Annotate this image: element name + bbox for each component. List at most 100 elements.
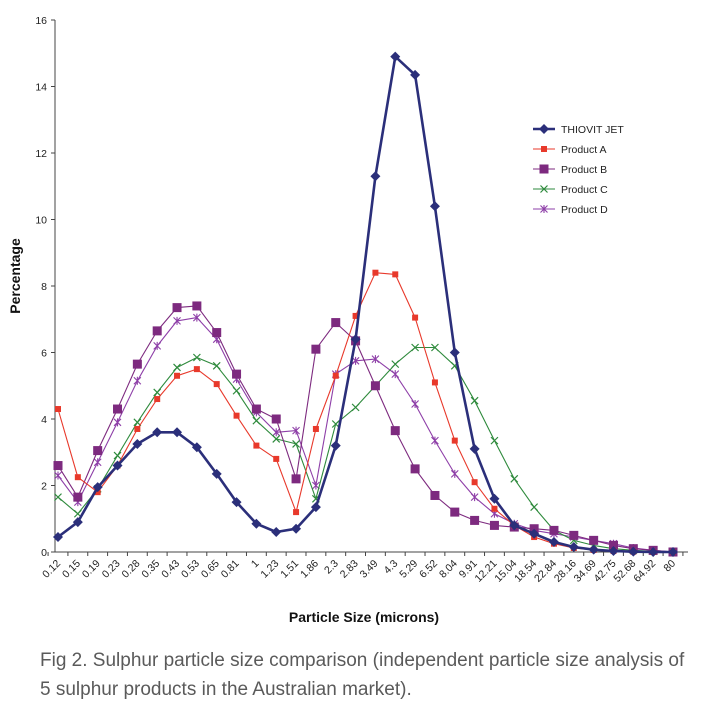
data-point <box>489 520 499 530</box>
data-point <box>451 437 458 444</box>
data-point <box>251 518 262 529</box>
data-point <box>548 537 559 548</box>
data-point <box>588 544 599 555</box>
legend-label: Product B <box>561 164 607 176</box>
data-point <box>312 425 319 432</box>
data-point <box>172 303 182 313</box>
data-point <box>172 427 183 438</box>
legend: THIOVIT JET Product A Product B Product C Pr… <box>533 124 624 216</box>
data-point <box>449 347 460 358</box>
data-point <box>530 503 539 512</box>
legend-label: Product C <box>561 184 608 196</box>
data-point <box>174 372 181 379</box>
data-point <box>271 414 281 424</box>
data-point <box>332 372 339 379</box>
x-tick-label: 80 <box>661 558 678 575</box>
x-tick-label: 5.29 <box>397 558 420 581</box>
series-product-c <box>54 343 677 556</box>
data-point <box>351 403 360 412</box>
x-tick-label: 0.81 <box>219 558 242 581</box>
data-point <box>113 451 122 460</box>
data-point <box>212 361 221 370</box>
y-tick-label: 4 <box>41 414 47 426</box>
data-point <box>173 316 181 325</box>
x-tick-label: 0.28 <box>120 558 143 581</box>
data-point <box>232 369 242 379</box>
data-point <box>53 532 63 543</box>
data-point <box>568 542 579 553</box>
data-point <box>73 492 83 502</box>
data-point <box>410 464 420 474</box>
data-point <box>192 301 202 311</box>
data-point <box>231 497 242 508</box>
data-point <box>213 381 220 388</box>
data-point <box>252 416 261 425</box>
data-point <box>113 418 122 427</box>
legend-swatch-marker <box>541 146 547 152</box>
data-point <box>134 425 141 432</box>
data-point <box>212 328 222 338</box>
data-point <box>310 502 321 513</box>
series-layer <box>53 51 678 557</box>
data-point <box>54 471 62 480</box>
data-point <box>370 381 380 391</box>
chart-axes <box>54 20 688 553</box>
data-point <box>668 547 678 557</box>
data-point <box>431 343 439 352</box>
data-point <box>292 440 300 448</box>
data-point <box>232 386 241 395</box>
data-point <box>390 51 401 62</box>
data-point <box>352 312 359 319</box>
data-point <box>410 69 421 80</box>
data-point <box>509 520 520 531</box>
x-tick-label: 1 <box>249 558 262 571</box>
y-tick-label: 6 <box>41 348 47 360</box>
x-tick-label: 6.52 <box>417 558 440 581</box>
x-tick-label: 0.12 <box>40 558 63 581</box>
x-tick-label: 8.04 <box>437 558 460 581</box>
data-point <box>470 493 479 502</box>
data-point <box>53 461 63 471</box>
data-point <box>211 468 222 479</box>
data-point <box>391 360 400 369</box>
data-point <box>628 546 639 557</box>
legend-label: Product A <box>561 144 607 156</box>
data-point <box>431 379 438 386</box>
data-point <box>370 171 381 182</box>
data-point <box>350 334 361 345</box>
series-product-a <box>55 269 676 555</box>
data-point <box>132 438 143 449</box>
data-point <box>331 318 341 328</box>
data-point <box>233 412 240 419</box>
x-tick-label: 1.86 <box>298 558 321 581</box>
y-tick-label: 16 <box>35 15 47 27</box>
data-point <box>390 426 400 436</box>
data-point <box>372 269 379 276</box>
legend-label: Product D <box>561 204 608 216</box>
legend-swatch-marker <box>540 205 548 213</box>
data-point <box>55 406 61 413</box>
data-point <box>193 366 200 373</box>
data-point <box>549 525 559 535</box>
data-point <box>153 388 162 397</box>
series-line <box>57 272 673 553</box>
data-point <box>291 523 302 534</box>
data-point <box>330 440 341 451</box>
data-point <box>74 474 81 481</box>
legend-label: THIOVIT JET <box>561 124 624 136</box>
data-point <box>272 428 281 437</box>
data-point <box>371 355 380 364</box>
y-tick-label: 12 <box>35 148 47 160</box>
data-point <box>112 460 123 471</box>
data-point <box>72 517 83 528</box>
x-tick-label: 0.35 <box>139 558 162 581</box>
data-point <box>271 527 282 538</box>
data-point <box>54 493 62 502</box>
data-point <box>132 359 142 369</box>
data-point <box>569 530 579 540</box>
data-point <box>411 400 419 409</box>
data-point <box>153 341 162 350</box>
x-tick-label: 1.51 <box>278 558 301 581</box>
data-point <box>391 370 400 379</box>
